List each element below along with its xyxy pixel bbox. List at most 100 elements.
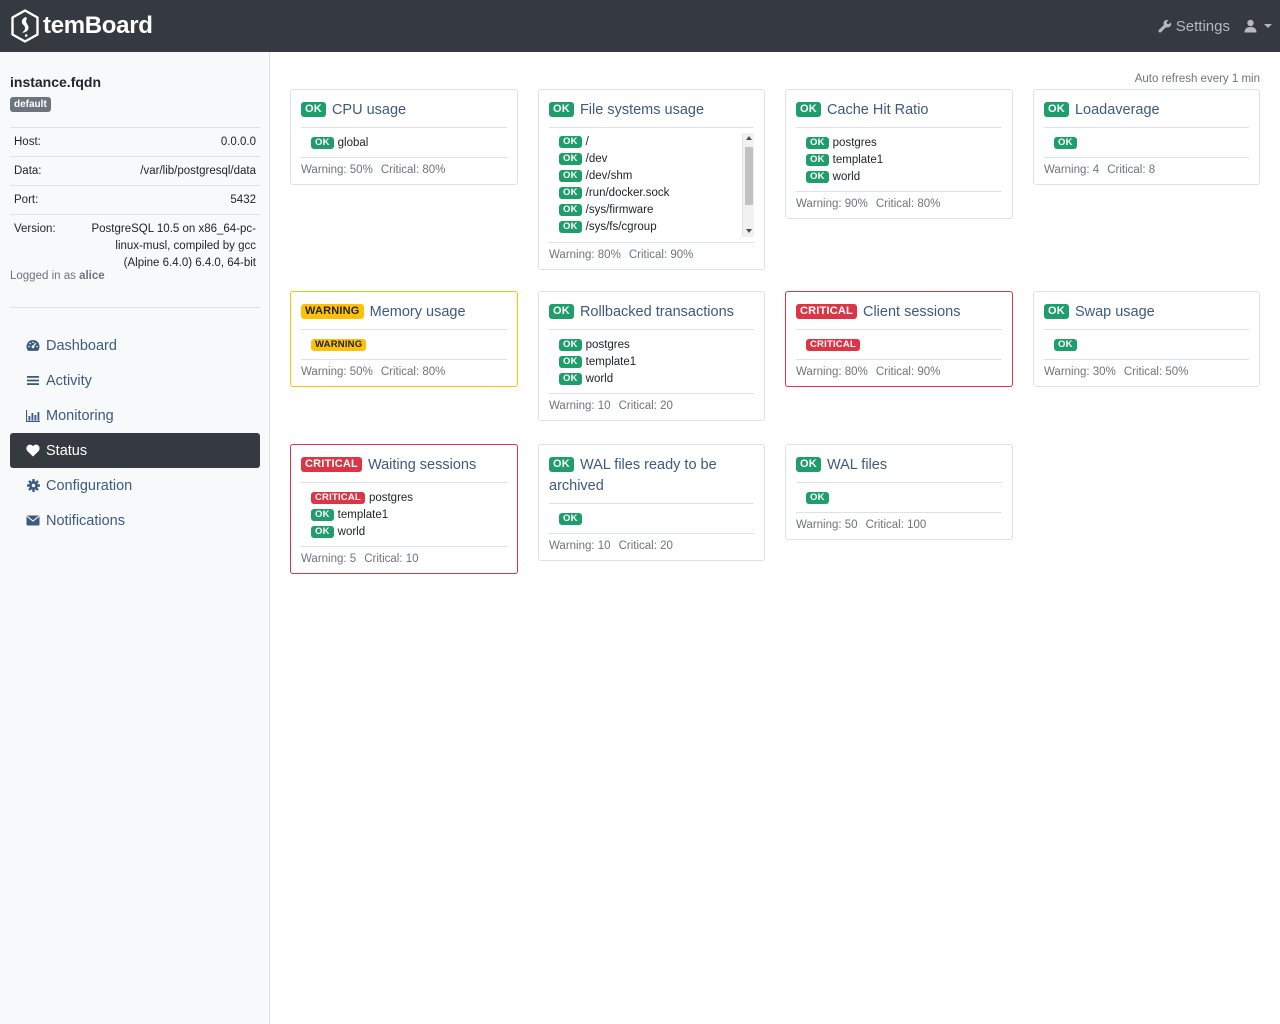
list-item: OK/sys/fs/cgroup <box>559 218 740 235</box>
item-status-badge: OK <box>559 355 582 368</box>
critical-threshold: Critical: 10 <box>364 553 419 565</box>
status-badge: OK <box>301 102 326 117</box>
info-row-host: Host: 0.0.0.0 <box>10 127 260 157</box>
item-status-badge: OK <box>559 338 582 351</box>
card-items: OK <box>1044 128 1249 158</box>
list-item: OK <box>1054 336 1249 353</box>
card-title: OK File systems usage <box>549 90 754 128</box>
scrollbar[interactable] <box>742 133 754 237</box>
status-card-memory-usage[interactable]: WARNING Memory usage WARNING Warning: 50… <box>290 291 518 387</box>
scrollable-list[interactable]: OK / OK/dev OK/dev/shm OK/run/docker.sock… <box>559 133 754 237</box>
sidebar-item-notifications[interactable]: Notifications <box>10 503 260 538</box>
card-items: OK postgres OK template1 OK world <box>796 128 1002 192</box>
settings-link[interactable]: Settings <box>1158 18 1230 35</box>
item-name: postgres <box>368 491 414 504</box>
logged-in-text: Logged in as alice <box>10 270 105 282</box>
sidebar-item-monitoring[interactable]: Monitoring <box>10 398 260 433</box>
status-card-client-sessions[interactable]: CRITICAL Client sessions CRITICAL Warnin… <box>785 291 1013 387</box>
sidebar-item-status[interactable]: Status <box>10 433 260 468</box>
card-title: OK CPU usage <box>301 90 507 128</box>
info-key: Host: <box>10 127 70 157</box>
brand-logo-link[interactable]: temBoard <box>10 9 153 43</box>
card-items: OK / OK/dev OK/dev/shm OK/run/docker.sock… <box>549 128 754 243</box>
card-thresholds: Warning: 30% Critical: 50% <box>1044 360 1249 386</box>
item-status-badge: OK <box>559 372 582 385</box>
card-items: OK <box>1044 330 1249 360</box>
status-card-loadaverage[interactable]: OK Loadaverage OK Warning: 4 Critical: 8 <box>1033 89 1260 185</box>
card-title: WARNING Memory usage <box>301 292 507 330</box>
scroll-up-arrow-icon[interactable] <box>746 136 752 140</box>
card-title: OK WAL files <box>796 445 1002 483</box>
scroll-down-arrow-icon[interactable] <box>746 229 752 233</box>
sidebar-item-activity[interactable]: Activity <box>10 363 260 398</box>
item-status-badge: OK <box>559 512 582 525</box>
status-badge: OK <box>796 102 821 117</box>
status-card-wal-files-ready-to-be-archived[interactable]: OK WAL files ready to be archived OK War… <box>538 444 765 561</box>
item-status-badge: OK <box>1054 136 1077 149</box>
item-status-badge: OK <box>559 169 582 182</box>
user-menu-dropdown[interactable] <box>1244 19 1272 33</box>
card-thresholds: Warning: 10 Critical: 20 <box>549 394 754 420</box>
status-badge: OK <box>796 457 821 472</box>
status-card-cache-hit-ratio[interactable]: OK Cache Hit Ratio OK postgres OK template… <box>785 89 1013 219</box>
item-name: /dev/shm <box>585 169 633 182</box>
info-key: Data: <box>10 156 70 186</box>
item-name: template1 <box>585 355 637 368</box>
card-items: OK <box>796 483 1002 513</box>
environment-badge: default <box>10 97 51 112</box>
info-value: 5432 <box>70 185 260 215</box>
card-title: OK WAL files ready to be archived <box>549 445 754 504</box>
list-item: OK/sys/firmware <box>559 201 740 218</box>
warning-threshold: Warning: 10 <box>549 400 611 412</box>
card-title: OK Swap usage <box>1044 292 1249 330</box>
card-items: OK postgres OK template1 OK world <box>549 330 754 394</box>
status-card-cpu-usage[interactable]: OK CPU usage OK global Warning: 50% Critic… <box>290 89 518 185</box>
info-value: /var/lib/postgresql/data <box>70 156 260 186</box>
card-items: WARNING <box>301 330 507 360</box>
logged-in-user: alice <box>79 270 105 282</box>
sidebar-item-dashboard[interactable]: Dashboard <box>10 328 260 363</box>
list-item: OK template1 <box>311 506 507 523</box>
status-card-file-systems-usage[interactable]: OK File systems usage OK / OK/dev OK/dev/… <box>538 89 765 270</box>
list-item: OK template1 <box>559 353 754 370</box>
card-title-text: WAL files <box>826 457 888 473</box>
list-icon <box>26 374 40 388</box>
card-title: CRITICAL Client sessions <box>796 292 1002 330</box>
item-status-badge: OK <box>311 525 334 538</box>
list-item: CRITICAL <box>806 336 1002 353</box>
sidebar-item-label: Configuration <box>46 477 133 494</box>
item-status-badge: OK <box>1054 338 1077 351</box>
critical-threshold: Critical: 50% <box>1123 366 1189 378</box>
item-status-badge: OK <box>559 220 582 233</box>
sidebar-divider <box>10 307 260 308</box>
card-title: OK Cache Hit Ratio <box>796 90 1002 128</box>
warning-threshold: Warning: 50 <box>796 519 858 531</box>
sidebar-item-configuration[interactable]: Configuration <box>10 468 260 503</box>
scrollbar-thumb[interactable] <box>745 147 753 205</box>
warning-threshold: Warning: 30% <box>1044 366 1116 378</box>
card-thresholds: Warning: 50% Critical: 80% <box>301 360 507 386</box>
list-item: OK <box>559 510 754 527</box>
item-name: template1 <box>832 153 884 166</box>
status-card-waiting-sessions[interactable]: CRITICAL Waiting sessions CRITICAL postgr… <box>290 444 518 574</box>
item-status-badge: OK <box>311 508 334 521</box>
item-status-badge: OK <box>559 203 582 216</box>
item-name: world <box>337 525 366 538</box>
user-icon <box>1244 19 1257 33</box>
status-card-wal-files[interactable]: OK WAL files OK Warning: 50 Critical: 100 <box>785 444 1013 540</box>
item-name: template1 <box>337 508 389 521</box>
critical-threshold: Critical: 80% <box>380 164 446 176</box>
status-badge: OK <box>549 304 574 319</box>
card-title: OK Rollbacked transactions <box>549 292 754 330</box>
list-item: CRITICAL postgres <box>311 489 507 506</box>
info-key: Port: <box>10 185 70 215</box>
card-thresholds: Warning: 50 Critical: 100 <box>796 513 1002 539</box>
status-card-rollbacked-transactions[interactable]: OK Rollbacked transactions OK postgres OK… <box>538 291 765 421</box>
item-status-badge: OK <box>806 153 829 166</box>
list-item: OK / <box>559 133 740 150</box>
status-card-swap-usage[interactable]: OK Swap usage OK Warning: 30% Critical: 5… <box>1033 291 1260 387</box>
bar-chart-icon <box>26 409 40 423</box>
sidebar-item-label: Notifications <box>46 512 125 529</box>
card-thresholds: Warning: 4 Critical: 8 <box>1044 158 1249 184</box>
sidebar-item-label: Activity <box>46 372 92 389</box>
